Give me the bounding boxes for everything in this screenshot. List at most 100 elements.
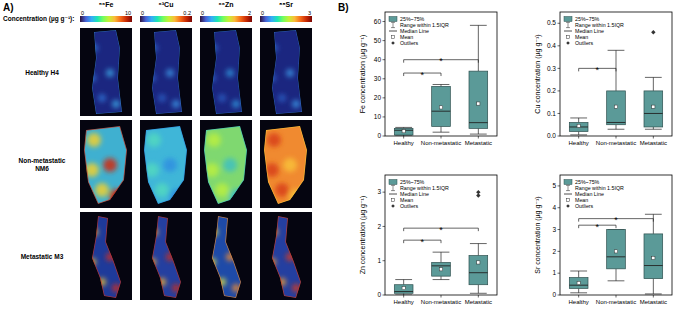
- median-line: [432, 111, 451, 112]
- element-header: ⁶³Cu: [159, 1, 174, 8]
- legend-swatch: [393, 22, 394, 27]
- x-tick-label: Non-metastatic: [421, 299, 461, 305]
- legend-swatch: [392, 199, 395, 202]
- median-line: [469, 272, 488, 273]
- tissue-edge: [212, 216, 241, 298]
- whisker-high: [478, 244, 479, 256]
- mean-marker: [402, 130, 405, 133]
- tissue-base: [264, 126, 307, 204]
- y-tick-label: 60: [374, 18, 382, 25]
- significance-label: *: [596, 222, 600, 232]
- whisker-high: [578, 271, 579, 278]
- tissue-image: [260, 120, 312, 208]
- significance-label: *: [596, 65, 600, 75]
- significance-label: *: [439, 56, 443, 66]
- tissue-image: [260, 28, 312, 116]
- hotspot: [278, 94, 286, 102]
- hotspot: [112, 100, 120, 108]
- legend-swatch: [389, 17, 397, 22]
- x-tick-label: Healthy: [393, 140, 413, 146]
- colorbar: [260, 16, 312, 22]
- colorbar-max: 3: [308, 10, 311, 16]
- legend-swatch: [389, 31, 397, 32]
- y-axis-label: Sr concentration (µg g⁻¹): [534, 196, 542, 273]
- whisker-cap-high: [645, 214, 662, 215]
- tissue-edge: [144, 126, 187, 204]
- colorbar-max: 10: [125, 10, 131, 16]
- whisker-high: [653, 77, 654, 91]
- y-tick-label: 0.1: [547, 110, 556, 117]
- legend-swatch: [564, 17, 572, 22]
- box-iqr: [644, 234, 663, 279]
- tissue: [148, 30, 182, 114]
- legend-swatch: [566, 204, 570, 208]
- image-background: [140, 212, 192, 300]
- hotspots: [268, 44, 300, 108]
- box-chart: 0102030405060HealthyNon-metastaticMetast…: [359, 12, 497, 146]
- hotspot: [207, 133, 221, 147]
- whisker-high: [653, 214, 654, 234]
- hotspot: [215, 183, 229, 197]
- hotspot: [208, 74, 216, 82]
- legend-swatch: [393, 185, 394, 190]
- tissue: [268, 30, 302, 114]
- outlier: [476, 190, 480, 194]
- whisker-cap-high: [570, 117, 587, 118]
- box-iqr: [569, 122, 588, 131]
- hotspot: [158, 94, 166, 102]
- hotspot: [148, 74, 156, 82]
- legend-label: Outliers: [575, 203, 594, 209]
- hotspot: [87, 133, 101, 147]
- tissue: [148, 216, 181, 298]
- tissue-edge: [92, 216, 121, 298]
- hotspot: [283, 158, 297, 172]
- row-label: Non-metastatic: [19, 157, 66, 164]
- legend-swatch: [389, 180, 397, 185]
- panel-label: A): [3, 2, 14, 13]
- x-tick-label: Healthy: [568, 140, 588, 146]
- hotspot: [286, 69, 294, 77]
- whisker-cap-low: [645, 293, 662, 294]
- tissue: [208, 30, 242, 114]
- colorbar-min: 0: [261, 10, 264, 16]
- hotspots: [265, 133, 303, 203]
- image-background: [260, 28, 312, 116]
- image-background: [80, 120, 132, 208]
- hotspot: [172, 100, 180, 108]
- x-tick-label: Metastatic: [465, 140, 492, 146]
- whisker-cap-high: [470, 25, 487, 26]
- significance-label: *: [421, 237, 425, 247]
- legend-swatch: [391, 22, 395, 23]
- mean-marker: [439, 268, 442, 271]
- hotspots: [208, 44, 240, 108]
- legend-label: Outliers: [400, 40, 419, 46]
- outlier: [651, 30, 655, 34]
- hotspot: [270, 44, 278, 52]
- hotspots: [205, 133, 243, 203]
- tissue: [208, 216, 241, 298]
- tissue-base: [212, 30, 242, 114]
- element-header: ⁸⁸Sr: [279, 1, 293, 8]
- y-axis-label: Fe concentration (µg g⁻¹): [359, 35, 367, 114]
- tissue: [84, 126, 127, 204]
- tissue-edge: [272, 30, 302, 114]
- tissue: [264, 126, 307, 204]
- colorbar-min: 0: [81, 10, 84, 16]
- panel-label: B): [338, 2, 349, 13]
- x-tick-label: Metastatic: [640, 140, 667, 146]
- y-tick-label: 2: [552, 248, 556, 255]
- tissue-image: [80, 120, 132, 208]
- image-background: [200, 28, 252, 116]
- legend-swatch: [566, 27, 570, 28]
- legend-swatch: [568, 22, 569, 27]
- image-background: [80, 28, 132, 116]
- box-iqr: [469, 71, 488, 128]
- y-axis-label: Cu concentration (µg g⁻¹): [534, 34, 542, 113]
- hotspots: [88, 44, 120, 108]
- mean-marker: [614, 105, 617, 108]
- whisker-cap-high: [470, 243, 487, 244]
- legend-swatch: [391, 204, 395, 208]
- hotspot: [268, 74, 276, 82]
- colorbar-min: 0: [141, 10, 144, 16]
- tissue-image: [200, 28, 252, 116]
